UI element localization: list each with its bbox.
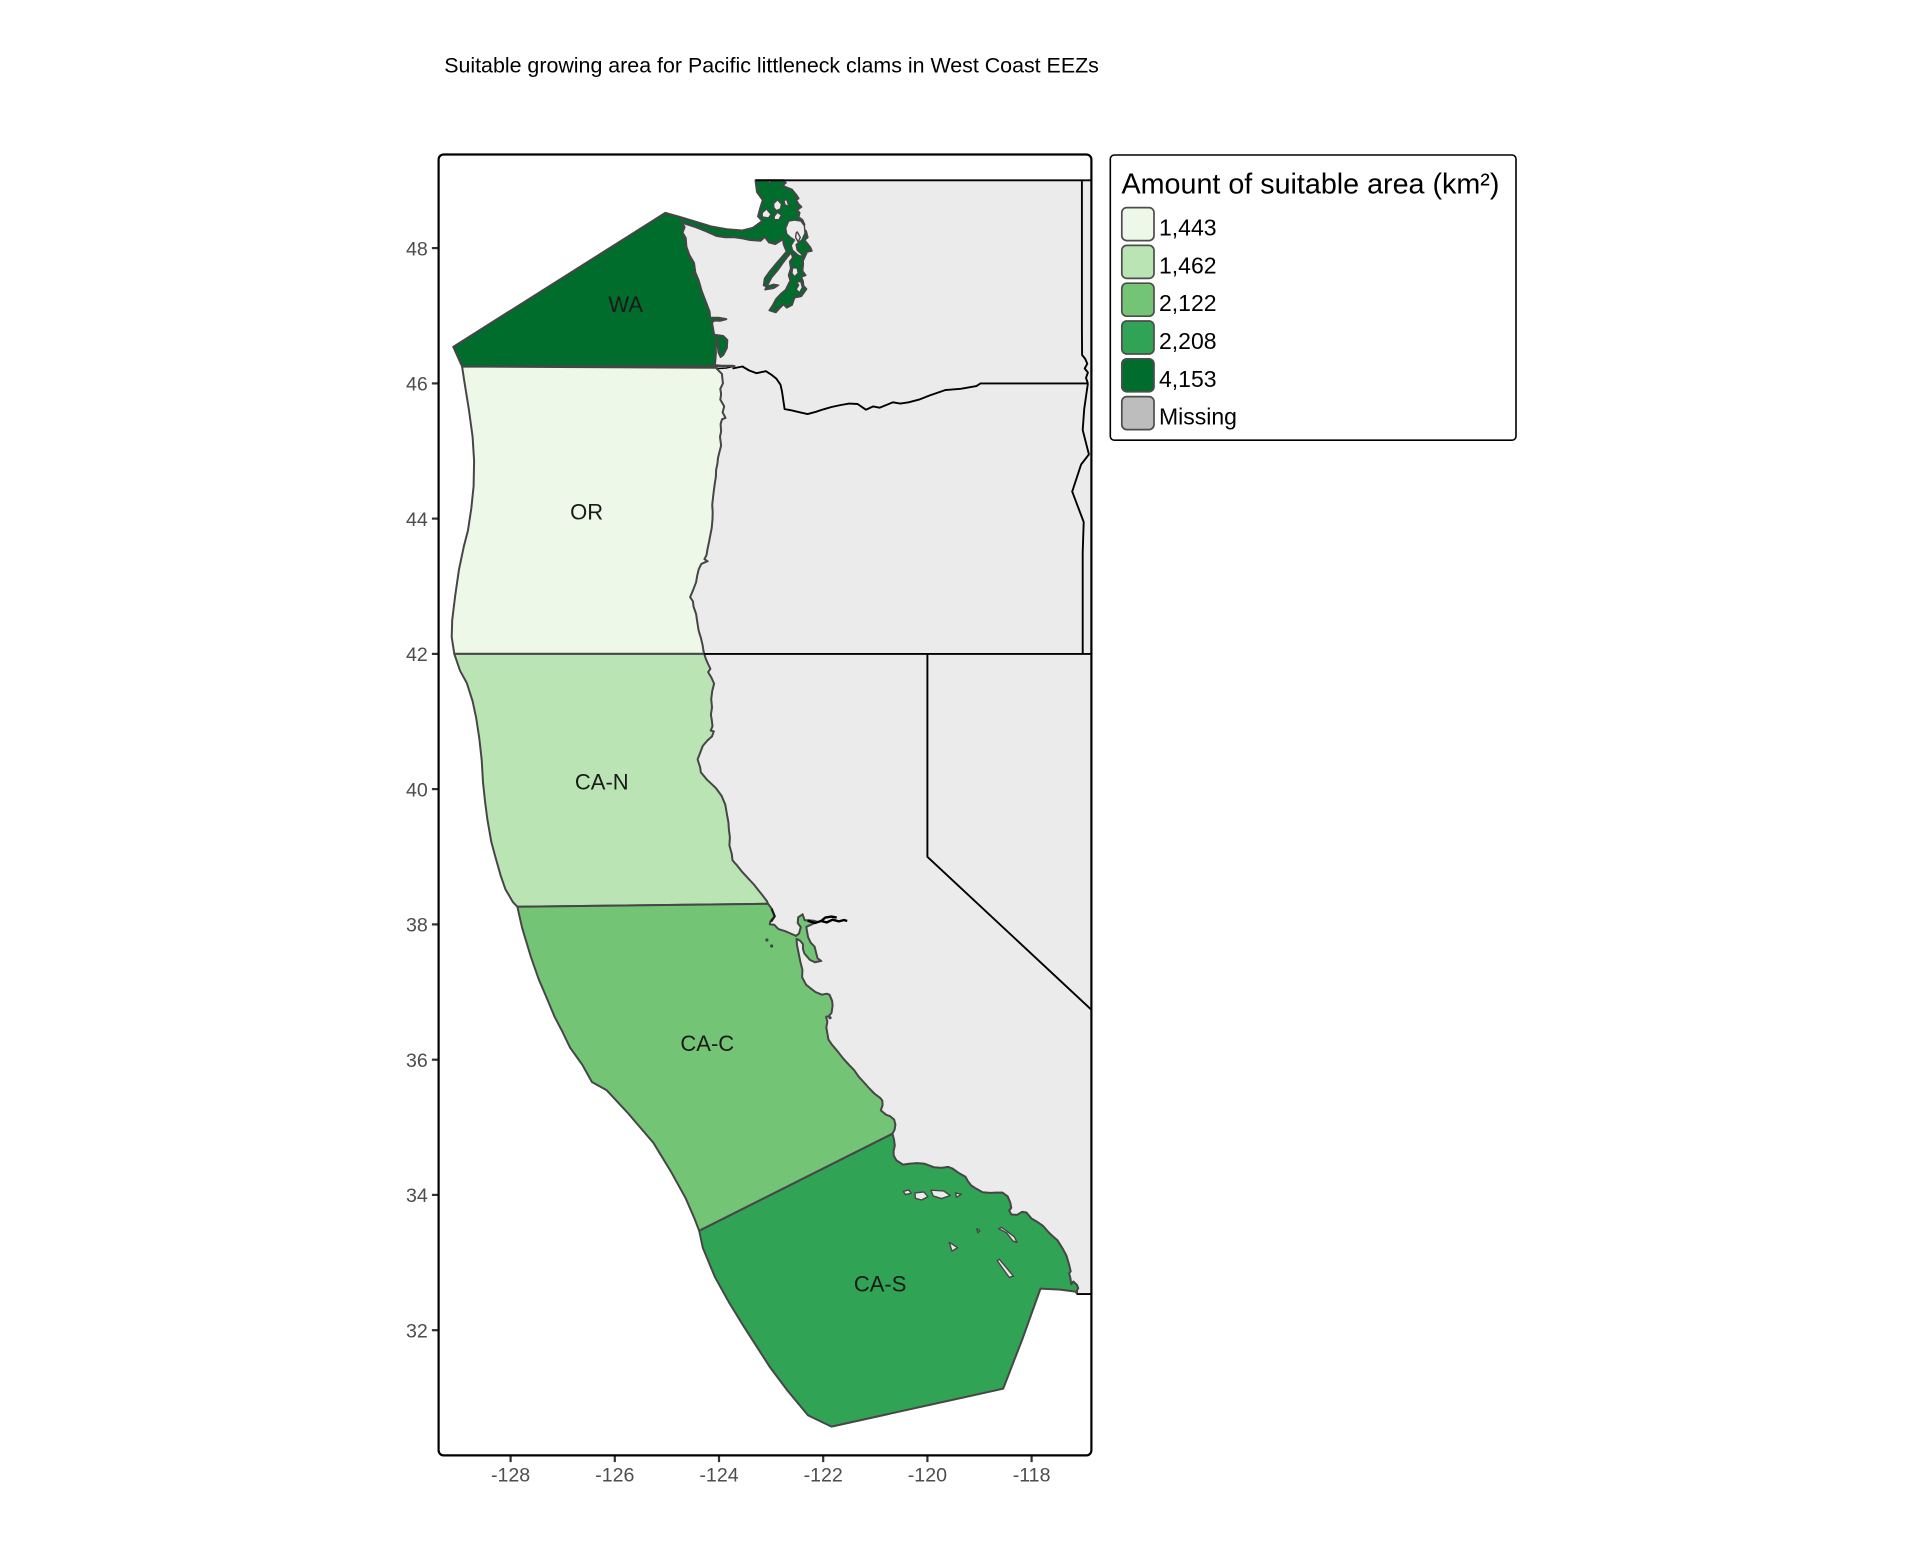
svg-text:-128: -128: [491, 1464, 530, 1486]
svg-text:CA-S: CA-S: [854, 1272, 907, 1297]
svg-text:42: 42: [406, 644, 428, 666]
svg-text:34: 34: [406, 1185, 428, 1207]
svg-text:4,153: 4,153: [1159, 366, 1217, 392]
svg-text:1,443: 1,443: [1159, 215, 1217, 241]
svg-text:2,122: 2,122: [1159, 290, 1217, 316]
svg-text:WA: WA: [608, 292, 643, 317]
svg-text:Suitable growing area for Paci: Suitable growing area for Pacific little…: [444, 53, 1099, 77]
svg-text:-126: -126: [595, 1464, 634, 1486]
svg-text:OR: OR: [570, 499, 603, 524]
svg-text:38: 38: [406, 915, 428, 937]
svg-text:CA-C: CA-C: [680, 1031, 734, 1056]
svg-text:32: 32: [406, 1321, 428, 1343]
svg-text:44: 44: [406, 509, 428, 531]
svg-text:40: 40: [406, 779, 428, 801]
svg-text:36: 36: [406, 1050, 428, 1072]
svg-text:1,462: 1,462: [1159, 252, 1217, 278]
svg-text:46: 46: [406, 374, 428, 396]
svg-text:Amount of suitable area (km²): Amount of suitable area (km²): [1122, 168, 1500, 200]
svg-text:CA-N: CA-N: [575, 769, 629, 794]
svg-text:Missing: Missing: [1159, 404, 1237, 430]
svg-text:-118: -118: [1013, 1464, 1051, 1486]
svg-text:-124: -124: [699, 1464, 738, 1486]
svg-text:-122: -122: [804, 1464, 843, 1486]
svg-text:2,208: 2,208: [1159, 328, 1217, 354]
svg-text:-120: -120: [908, 1464, 947, 1486]
svg-text:48: 48: [406, 238, 428, 260]
